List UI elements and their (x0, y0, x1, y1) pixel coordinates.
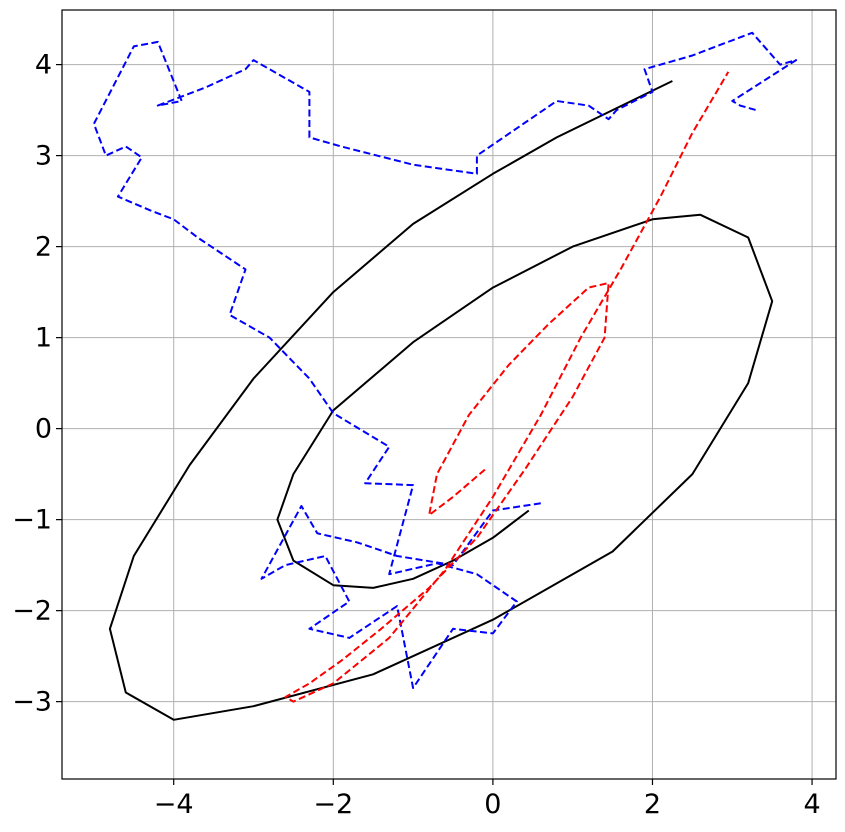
series-line-solid-0 (108, 80, 774, 721)
tick-layer: −4 −2 0 2 4 −3 −2 −1 0 1 2 3 4 (12, 50, 820, 820)
series-layer (92, 31, 798, 721)
x-tick-label: −4 (154, 789, 194, 820)
x-tick-label: 2 (644, 789, 661, 820)
plot-frame (61, 9, 837, 780)
y-tick-label: 3 (35, 141, 52, 172)
series-line-dashed-2 (284, 71, 730, 703)
grid-layer (62, 10, 836, 779)
y-tick-label: −2 (12, 596, 52, 627)
y-tick-label: 0 (35, 414, 52, 445)
y-tick-label: −3 (12, 687, 52, 718)
y-tick-label: 1 (35, 323, 52, 354)
y-tick-label: 2 (35, 232, 52, 263)
y-tick-label: 4 (35, 50, 52, 81)
series-line-dashed-1 (92, 31, 798, 689)
x-tick-label: −2 (313, 789, 353, 820)
y-tick-label: −1 (12, 505, 52, 536)
x-tick-label: 4 (803, 789, 820, 820)
x-tick-label: 0 (484, 789, 501, 820)
